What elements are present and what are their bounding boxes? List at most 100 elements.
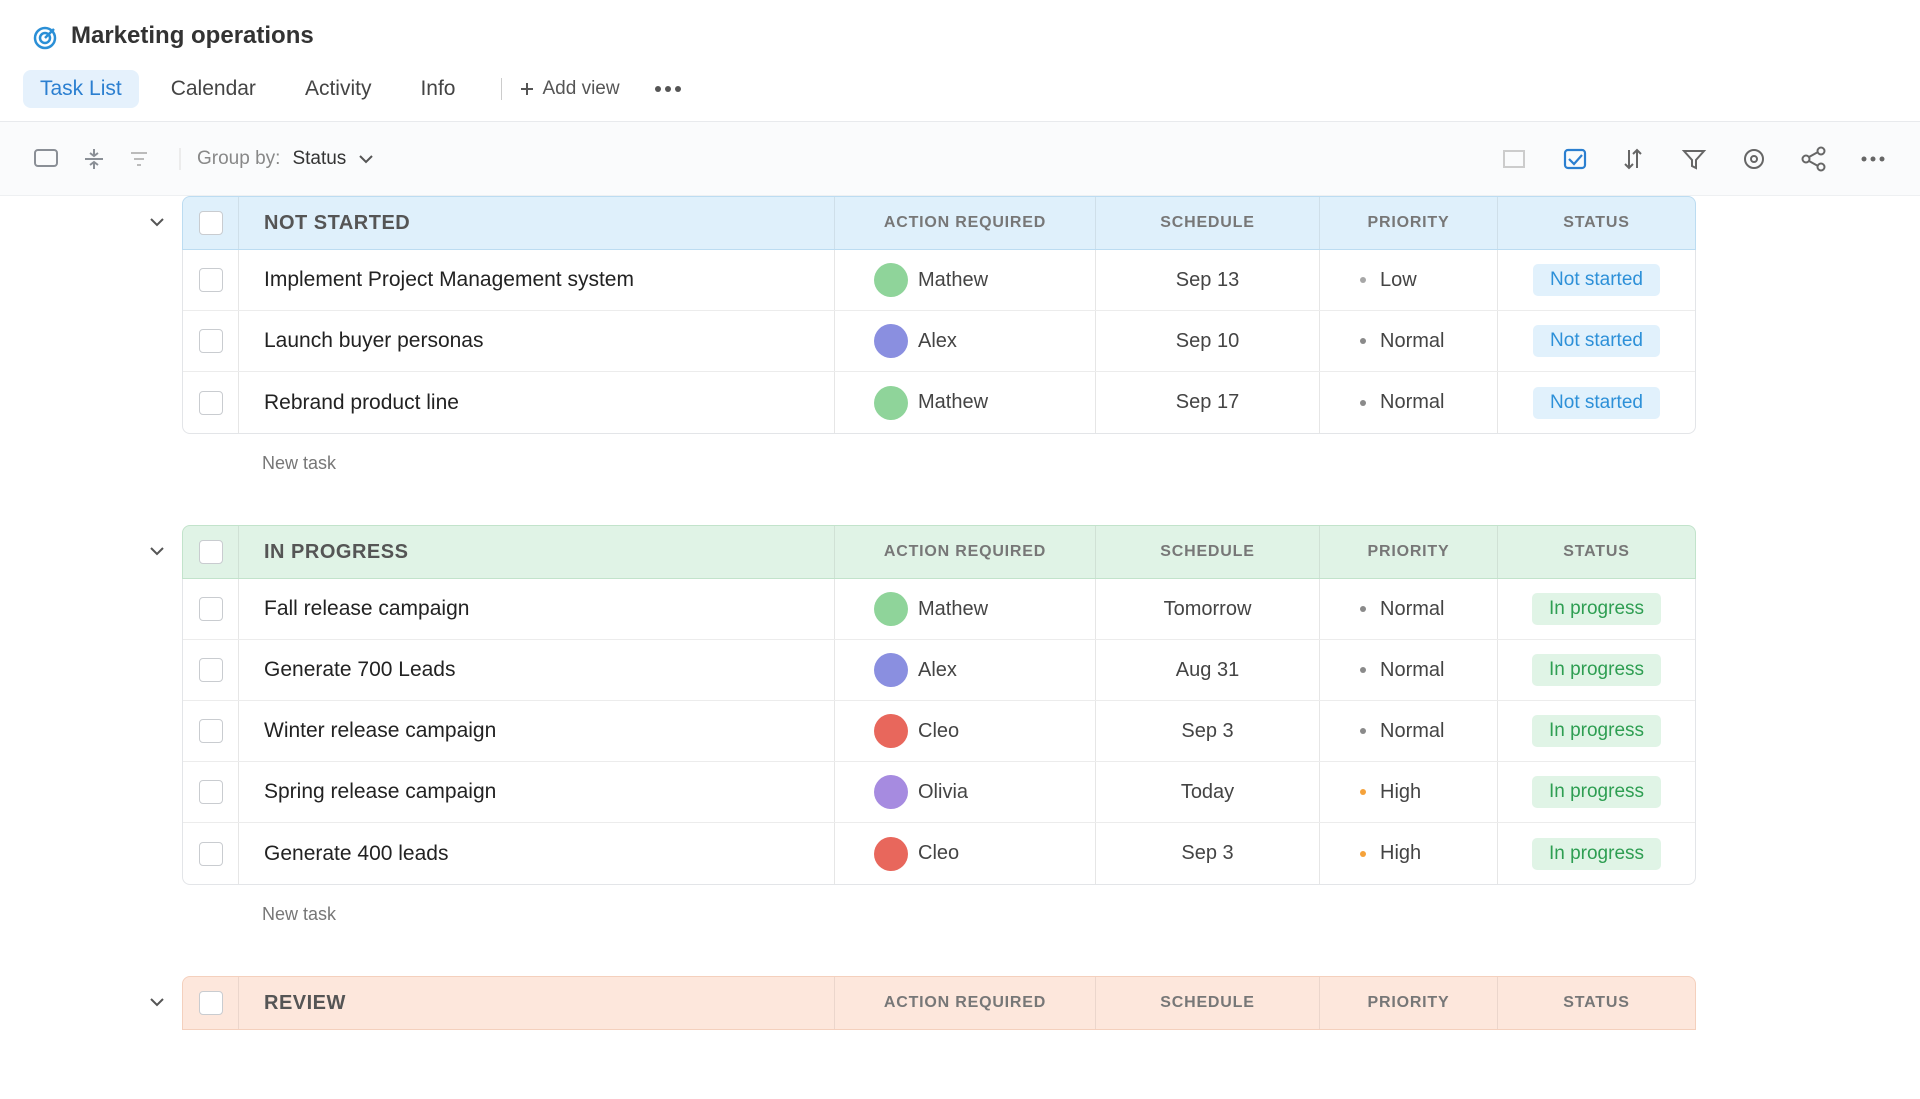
separator — [501, 78, 503, 100]
task-group: IN PROGRESS ACTION REQUIRED SCHEDULE PRIORI… — [150, 525, 1696, 943]
schedule: Today — [1096, 762, 1320, 822]
add-view[interactable]: Add view — [520, 78, 620, 100]
priority: High — [1320, 823, 1498, 884]
priority-label: Normal — [1380, 658, 1445, 681]
group-header: IN PROGRESS ACTION REQUIRED SCHEDULE PRIORI… — [182, 525, 1696, 579]
checkbox[interactable] — [198, 719, 223, 743]
checkbox[interactable] — [198, 390, 223, 415]
task-name: Launch buyer personas — [239, 311, 835, 371]
toolbar-actions[interactable] — [1490, 122, 1910, 196]
status-badge[interactable]: Not started — [1533, 325, 1660, 357]
task-row[interactable]: Generate 400 leads Cleo Sep 3 High In progre… — [183, 823, 1695, 884]
checkbox-cell — [183, 701, 239, 761]
assignee: Cleo — [835, 701, 1096, 761]
checkbox-cell — [183, 372, 239, 433]
priority-label: Normal — [1380, 719, 1445, 742]
checkbox[interactable] — [198, 780, 223, 804]
column-header: SCHEDULE — [1096, 197, 1320, 249]
checkbox[interactable] — [198, 329, 223, 353]
schedule: Sep 17 — [1096, 372, 1320, 433]
toolbar: Group by: Status — [0, 122, 1920, 196]
checkbox[interactable] — [198, 540, 223, 564]
priority-dot — [1360, 850, 1366, 857]
status-badge[interactable]: In progress — [1531, 776, 1662, 808]
assignee: Mathew — [835, 372, 1096, 433]
checkbox-cell — [183, 762, 239, 822]
checkbox[interactable] — [198, 658, 223, 682]
status-badge[interactable]: Not started — [1533, 264, 1660, 296]
checkbox[interactable] — [198, 211, 223, 235]
new-task[interactable]: New task — [262, 903, 337, 924]
assignee: Mathew — [835, 250, 1096, 310]
tab[interactable]: Info — [420, 77, 456, 100]
rows: Fall release campaign Mathew Tomorrow Norma… — [182, 579, 1696, 885]
status-badge[interactable]: In progress — [1531, 837, 1662, 870]
assignee-name: Mathew — [918, 597, 989, 620]
avatar — [874, 592, 908, 626]
task-row[interactable]: Implement Project Management system Mathe… — [183, 250, 1695, 311]
group-header: NOT STARTED ACTION REQUIRED SCHEDULE PRIORI… — [182, 196, 1696, 250]
task-row[interactable]: Rebrand product line Mathew Sep 17 Normal No… — [183, 372, 1695, 433]
tab[interactable]: Activity — [304, 77, 372, 100]
page-title: Marketing operations — [71, 22, 314, 49]
status-badge[interactable]: In progress — [1531, 654, 1662, 686]
status-badge[interactable]: In progress — [1531, 715, 1662, 747]
priority-dot — [1360, 667, 1366, 673]
tab[interactable]: Calendar — [170, 77, 256, 100]
schedule: Sep 3 — [1096, 701, 1320, 761]
checkbox-cell — [183, 250, 239, 310]
assignee: Alex — [835, 311, 1096, 371]
checkbox[interactable] — [198, 841, 223, 866]
checkbox-cell — [183, 579, 239, 639]
checkbox[interactable] — [198, 597, 223, 621]
priority-label: High — [1380, 780, 1422, 803]
assignee-name: Cleo — [918, 842, 960, 864]
logo — [33, 26, 57, 50]
assignee: Mathew — [835, 579, 1096, 639]
avatar — [874, 836, 908, 871]
checkbox-cell — [183, 977, 239, 1029]
column-header: ACTION REQUIRED — [835, 197, 1096, 249]
task-name: Spring release campaign — [239, 762, 835, 822]
assignee-name: Olivia — [918, 780, 969, 803]
status-badge[interactable]: In progress — [1531, 593, 1662, 625]
priority-label: Normal — [1380, 329, 1445, 352]
group-by-label: Group by: — [197, 148, 281, 169]
task-name: Generate 700 Leads — [239, 640, 835, 700]
collapse-toggle[interactable] — [149, 214, 165, 232]
tab[interactable]: Task List — [23, 70, 139, 108]
plus-icon — [521, 83, 534, 95]
collapse-toggle[interactable] — [149, 994, 165, 1012]
new-task[interactable]: New task — [262, 452, 337, 473]
priority: Normal — [1320, 640, 1498, 700]
priority-label: Normal — [1380, 597, 1445, 620]
priority: Normal — [1320, 311, 1498, 371]
column-header: SCHEDULE — [1096, 526, 1320, 578]
assignee-name: Alex — [918, 658, 957, 681]
task-row[interactable]: Spring release campaign Olivia Today High In… — [183, 762, 1695, 823]
collapse-toggle[interactable] — [149, 543, 165, 561]
checkbox[interactable] — [198, 268, 223, 292]
task-row[interactable]: Fall release campaign Mathew Tomorrow Norma… — [183, 579, 1695, 640]
priority-dot — [1360, 728, 1366, 734]
task-row[interactable]: Launch buyer personas Alex Sep 10 Normal Not… — [183, 311, 1695, 372]
task-row[interactable]: Winter release campaign Cleo Sep 3 Normal In… — [183, 701, 1695, 762]
avatar — [874, 653, 908, 687]
priority-dot — [1360, 399, 1366, 406]
priority-dot — [1360, 606, 1366, 612]
checkbox[interactable] — [198, 991, 223, 1015]
add-view-label: Add view — [542, 78, 620, 99]
column-header: ACTION REQUIRED — [835, 526, 1096, 578]
status-cell: In progress — [1498, 701, 1695, 761]
task-row[interactable]: Generate 700 Leads Alex Aug 31 Normal In pro… — [183, 640, 1695, 701]
toolbar-icons[interactable] — [0, 122, 190, 196]
more[interactable] — [654, 80, 682, 98]
priority: Normal — [1320, 372, 1498, 433]
column-header: STATUS — [1563, 214, 1630, 231]
column-header: STATUS — [1563, 543, 1630, 560]
group-by[interactable]: Group by: Status — [197, 148, 374, 170]
task-group: REVIEW ACTION REQUIRED SCHEDULE PRIORITY STA… — [150, 976, 1696, 1030]
column-header: PRIORITY — [1320, 197, 1498, 249]
status-badge[interactable]: Not started — [1533, 386, 1660, 419]
